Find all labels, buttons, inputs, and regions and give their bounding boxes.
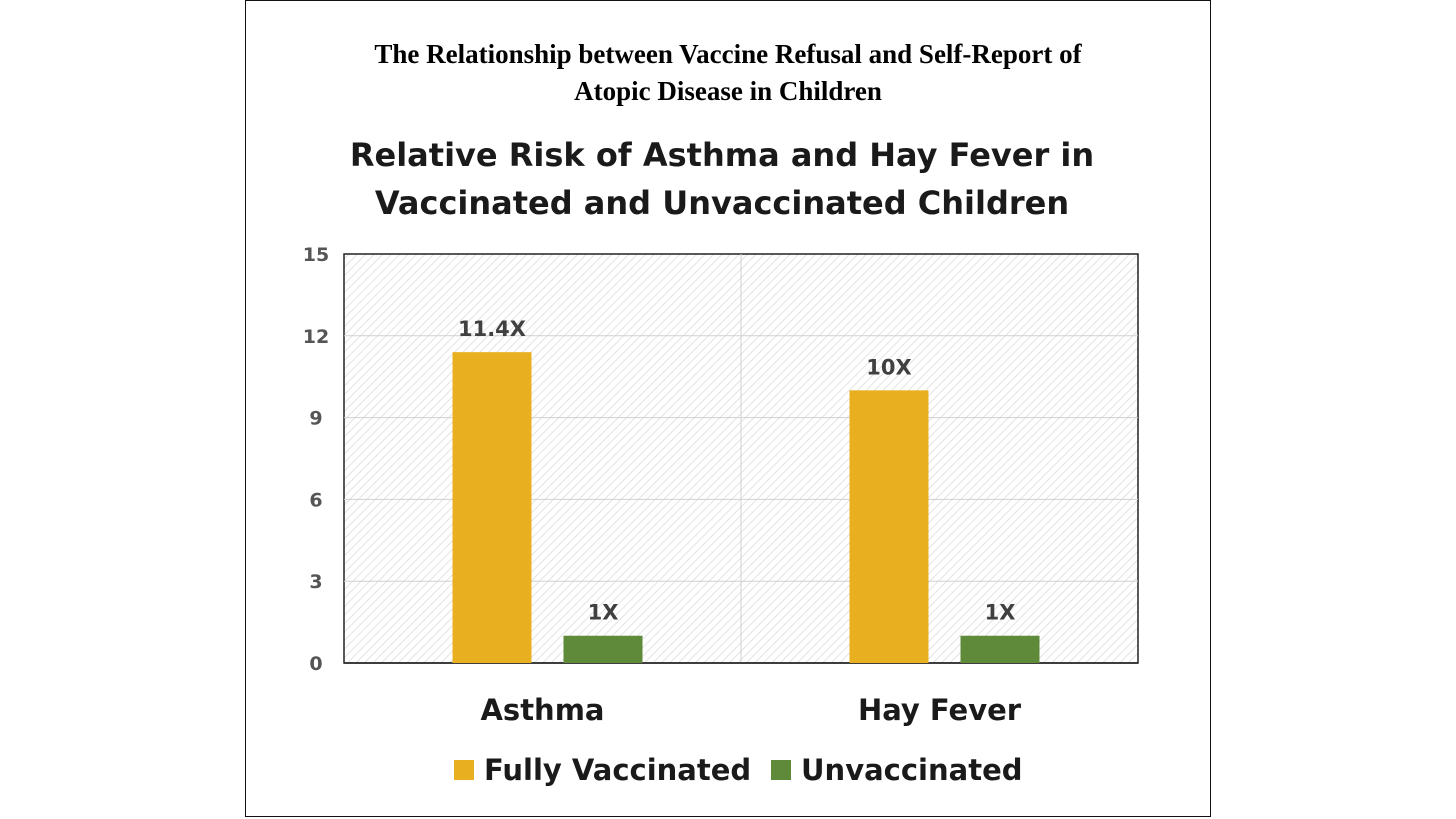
x-category-label: Asthma [480,693,604,727]
figure-title-line-1: The Relationship between Vaccine Refusal… [374,39,1082,69]
bars: 11.4X 1X 10X 1X [452,317,1040,663]
y-tick-label: 15 [303,244,329,266]
y-tick-label: 12 [303,326,329,348]
x-axis: Asthma Hay Fever [480,693,1021,727]
chart-title-line-1: Relative Risk of Asthma and Hay Fever in [350,136,1094,174]
chart-title-line-2: Vaccinated and Unvaccinated Children [375,184,1069,222]
y-tick-label: 9 [309,408,322,430]
figure-title: The Relationship between Vaccine Refusal… [0,36,1456,110]
y-tick-label: 0 [309,653,322,675]
legend: Fully Vaccinated Unvaccinated [454,753,1023,787]
y-tick-label: 3 [309,571,322,593]
legend-swatch [454,760,474,780]
legend-label: Unvaccinated [801,753,1023,787]
data-label: 10X [866,355,911,379]
bar-fully-vaccinated-asthma [452,352,532,663]
data-label: 1X [588,601,619,625]
figure-title-line-2: Atopic Disease in Children [574,76,882,106]
bar-unvaccinated-hay-fever [960,635,1040,663]
y-tick-label: 6 [309,489,322,511]
y-axis: 0 3 6 9 12 15 [303,244,329,675]
data-label: 11.4X [458,317,526,341]
x-category-label: Hay Fever [858,693,1022,727]
bar-fully-vaccinated-hay-fever [849,390,929,663]
data-label: 1X [985,601,1016,625]
chart-title: Relative Risk of Asthma and Hay Fever in… [350,136,1094,222]
legend-swatch [771,760,791,780]
legend-label: Fully Vaccinated [484,753,751,787]
bar-unvaccinated-asthma [563,635,643,663]
